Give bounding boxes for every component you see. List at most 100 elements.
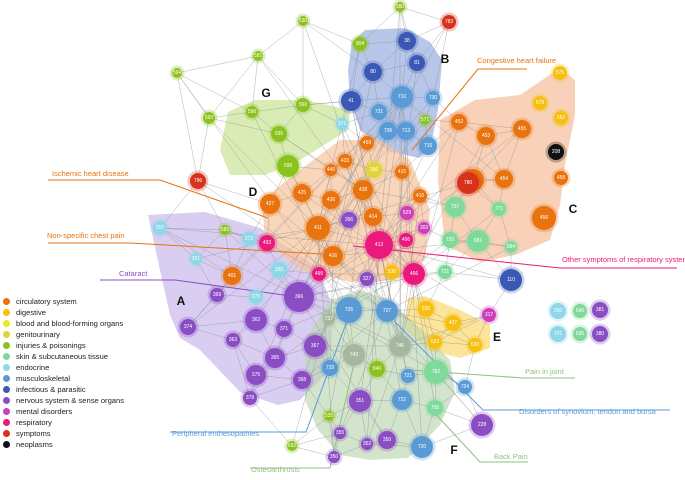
- node-label: 707: [451, 204, 460, 210]
- node-label: 433: [341, 158, 350, 164]
- node-782: 782: [421, 357, 451, 387]
- node-label: 523: [431, 339, 440, 345]
- node-circle: [306, 216, 330, 240]
- node-label: 372: [338, 121, 347, 127]
- network-edge: [208, 117, 280, 135]
- node-circle: [353, 37, 367, 51]
- node-label: 496: [402, 237, 411, 243]
- legend-swatch: [3, 363, 10, 371]
- network-edge: [386, 246, 512, 312]
- network-edge: [176, 55, 259, 74]
- network-edge: [472, 128, 523, 181]
- legend-item: mental disorders: [3, 406, 143, 417]
- node-circle: [287, 441, 297, 451]
- node-circle: [265, 348, 285, 368]
- annotation-labels: Congestive heart failure Ischemic heart …: [47, 56, 685, 474]
- node-label: 771: [495, 206, 504, 212]
- network-edge: [176, 72, 253, 113]
- node-circle: [369, 361, 385, 377]
- network-edge: [257, 20, 304, 57]
- node-796: 796: [187, 170, 209, 192]
- node-label: 530: [299, 18, 308, 24]
- network-edge: [432, 21, 450, 99]
- node-454: 454: [492, 167, 516, 191]
- network-edge: [401, 96, 505, 180]
- node-circle: [411, 436, 433, 458]
- legend-swatch: [3, 330, 10, 338]
- node-label: 593: [205, 115, 214, 121]
- network-edge: [187, 275, 233, 328]
- node-circle: [304, 335, 326, 357]
- node-276: 276: [246, 287, 266, 307]
- node-label: 681: [474, 238, 483, 244]
- node-80: 80: [361, 60, 385, 84]
- network-edge: [332, 255, 388, 312]
- node-circle: [226, 333, 240, 347]
- node-692: 692: [284, 438, 300, 454]
- network-edge: [224, 229, 300, 298]
- network-edge: [298, 21, 450, 298]
- node-529: 529: [397, 203, 417, 223]
- node-367: 367: [301, 332, 329, 360]
- node-452: 452: [448, 111, 470, 133]
- node-circle: [392, 390, 412, 410]
- legend-swatch: [3, 352, 10, 360]
- legend-swatch: [3, 297, 10, 305]
- node-circle: [419, 137, 437, 155]
- network-edge: [301, 310, 388, 381]
- node-circle: [513, 120, 531, 138]
- node-label: 743: [350, 352, 359, 358]
- network-edge: [208, 55, 259, 119]
- node-circle: [277, 155, 299, 177]
- node-circle: [554, 111, 568, 125]
- node-circle: [592, 326, 608, 342]
- node-circle: [246, 106, 258, 118]
- node-label: 355: [336, 430, 345, 436]
- node-label: 575: [556, 70, 565, 76]
- network-edge: [269, 203, 334, 257]
- network-edge: [232, 339, 251, 399]
- node-circle: [245, 309, 267, 331]
- node-label: 415: [398, 169, 407, 175]
- node-circle: [573, 327, 587, 341]
- node-label: 594: [173, 70, 182, 76]
- node-label: 599: [284, 163, 293, 169]
- node-731: 731: [368, 101, 390, 123]
- network-edge: [197, 180, 271, 205]
- network-edge: [348, 239, 451, 311]
- node-label: 250: [554, 308, 563, 314]
- node-707: 707: [442, 194, 468, 220]
- node-circle: [548, 144, 564, 160]
- node-414: 414: [361, 205, 385, 229]
- network-edge: [301, 192, 415, 275]
- legend-swatch: [3, 418, 10, 426]
- node-label: 350: [330, 454, 339, 460]
- node-496: 496: [396, 230, 416, 250]
- node-circle: [550, 326, 566, 342]
- node-circle: [413, 189, 427, 203]
- network-edge: [159, 180, 199, 229]
- node-label: 720: [418, 444, 427, 450]
- annotation-line-resp: [352, 245, 677, 269]
- network-edge: [362, 130, 389, 191]
- node-459: 459: [357, 133, 377, 153]
- node-251: 251: [187, 250, 205, 268]
- network-edge: [298, 142, 368, 298]
- node-circle: [271, 262, 287, 278]
- node-circle: [371, 104, 387, 120]
- node-530c: 530: [465, 335, 485, 355]
- cluster-label-b: B: [441, 52, 450, 66]
- network-edge: [195, 227, 319, 260]
- node-440: 440: [322, 161, 340, 179]
- node-416: 416: [320, 243, 346, 269]
- annotation-line-chf: [411, 68, 527, 151]
- node-label: 414: [369, 214, 378, 220]
- node-label: 228: [478, 422, 487, 428]
- node-label: 413: [375, 242, 384, 248]
- legend-label: endocrine: [16, 362, 50, 372]
- node-327: 327: [357, 269, 377, 289]
- network-edge: [251, 55, 259, 113]
- annotation-non-specific-chest-pain: Non-specific chest pain: [47, 231, 125, 240]
